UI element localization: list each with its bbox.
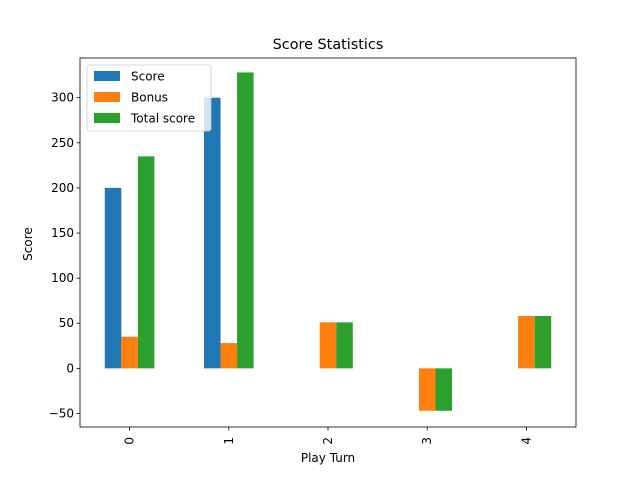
- x-tick-label: 1: [222, 437, 236, 445]
- bar-score-0: [104, 187, 122, 369]
- bar-total-score-4: [534, 316, 552, 369]
- y-axis-label: Score: [21, 227, 35, 261]
- bar-total-score-3: [435, 368, 452, 411]
- y-tick-label: 200: [51, 181, 74, 195]
- legend-label-score: Score: [131, 70, 165, 84]
- legend-label-bonus: Bonus: [131, 91, 168, 105]
- axis-ticks: −50 0 50 100 150 200 250 300 0 1 2 3 4: [49, 91, 534, 445]
- bar-bonus-0: [121, 336, 138, 369]
- bar-bonus-1: [220, 343, 238, 369]
- y-tick-label: 300: [51, 91, 74, 105]
- legend-swatch-total-score: [94, 113, 120, 123]
- x-tick-label: 0: [123, 437, 137, 445]
- bar-total-score-0: [137, 156, 155, 369]
- legend-swatch-bonus: [94, 92, 120, 102]
- legend: Score Bonus Total score: [86, 64, 212, 132]
- x-tick-label: 3: [420, 437, 434, 445]
- x-tick-label: 4: [519, 437, 533, 445]
- bars-layer: [104, 72, 552, 411]
- chart-title: Score Statistics: [273, 37, 384, 53]
- bar-total-score-2: [336, 322, 353, 369]
- y-tick-label: 250: [51, 136, 74, 150]
- y-tick-label: 50: [59, 316, 74, 330]
- y-tick-label: 0: [66, 361, 74, 375]
- y-tick-label: −50: [49, 406, 74, 420]
- y-tick-label: 150: [51, 226, 74, 240]
- bar-bonus-2: [319, 322, 337, 369]
- bar-bonus-3: [418, 368, 436, 411]
- bar-bonus-4: [518, 316, 535, 369]
- x-axis-label: Play Turn: [301, 451, 355, 465]
- legend-swatch-score: [94, 71, 120, 81]
- bar-total-score-1: [237, 72, 254, 369]
- x-tick-label: 2: [321, 437, 335, 445]
- y-tick-label: 100: [51, 271, 74, 285]
- legend-label-total-score: Total score: [130, 112, 195, 126]
- bar-score-1: [204, 97, 221, 369]
